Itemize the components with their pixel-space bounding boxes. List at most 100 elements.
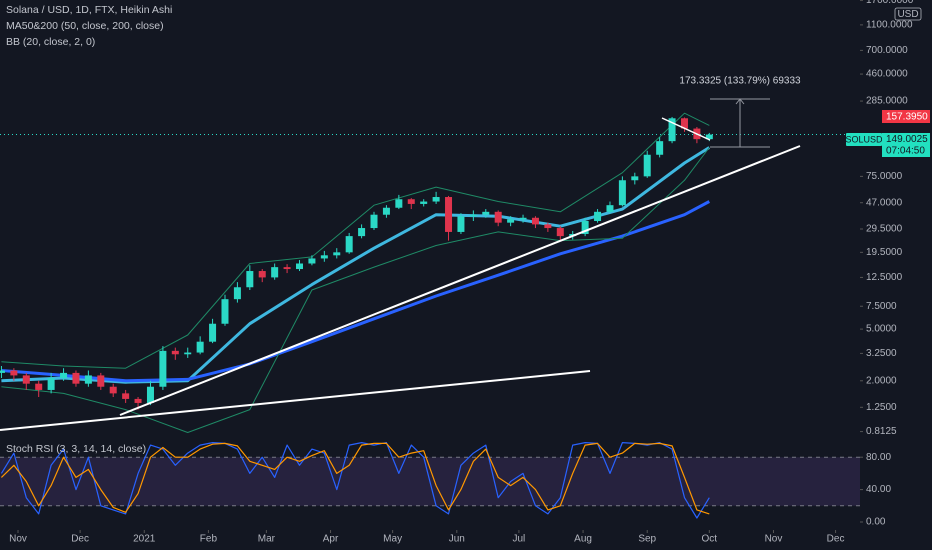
candle-body <box>581 220 589 234</box>
candle-body <box>643 154 651 177</box>
title: Solana / USD, 1D, FTX, Heikin Ashi <box>6 4 172 16</box>
candle-body <box>457 216 465 232</box>
candle-body <box>656 141 664 155</box>
candle-body <box>258 271 266 278</box>
candle-body <box>209 323 217 342</box>
candle-body <box>295 263 303 270</box>
y-tick-label: 19.5000 <box>866 247 903 258</box>
candle-body <box>0 370 5 373</box>
measure-label: 173.3325 (133.79%) 69333 <box>679 76 801 87</box>
x-tick-label: Jun <box>449 534 465 545</box>
last-price-label: 157.3950 <box>886 112 928 123</box>
trend-line <box>119 145 801 416</box>
candle-body <box>221 299 229 324</box>
oscillator-line <box>0 442 710 515</box>
y-tick-label: 3.2500 <box>866 348 897 359</box>
indicator-line <box>1 200 711 383</box>
axis-layer: 1700.0000 1100.0000 700.0000 460.0000 285.00… <box>9 0 930 545</box>
x-tick-label: Dec <box>827 534 845 545</box>
candle-body <box>97 375 105 387</box>
y-tick-label: 47.0000 <box>866 197 903 208</box>
y-tick-label: 1700.0000 <box>866 0 914 6</box>
price-axis <box>860 0 932 550</box>
candle-body <box>705 134 713 140</box>
candle-body <box>333 252 341 256</box>
candle-body <box>246 271 254 288</box>
candle-body <box>507 219 515 223</box>
y-tick-label: 700.0000 <box>866 45 908 56</box>
candle-body <box>283 267 291 270</box>
currency-box <box>894 7 922 21</box>
candle-body <box>668 118 676 142</box>
price-tag <box>882 133 930 157</box>
last-price-tag <box>882 110 930 123</box>
x-tick-label: 2021 <box>133 534 156 545</box>
candle-body <box>271 267 279 278</box>
y-tick-label: 80.00 <box>866 452 891 463</box>
y-tick-label: 29.5000 <box>866 224 903 235</box>
x-tick-label: Nov <box>765 534 783 545</box>
x-tick-label: Oct <box>702 534 718 545</box>
y-tick-label: 1.2500 <box>866 402 897 413</box>
x-tick-label: Apr <box>323 534 339 545</box>
indicator-label: BB (20, close, 2, 0) <box>6 36 95 48</box>
x-tick-label: Sep <box>638 534 656 545</box>
candle-body <box>680 118 688 129</box>
x-tick-label: Nov <box>9 534 27 545</box>
candle-body <box>47 378 55 390</box>
candle-body <box>122 393 130 399</box>
candle-body <box>35 383 43 390</box>
candle-body <box>544 224 552 229</box>
candle-body <box>382 207 390 215</box>
currency: USD <box>897 9 918 20</box>
y-tick-label: 7.5000 <box>866 301 897 312</box>
candle-body <box>631 176 639 181</box>
trend-line <box>661 117 711 141</box>
candle-body <box>109 386 117 394</box>
measure-arrowhead <box>735 98 745 105</box>
candle-body <box>358 228 366 237</box>
candle-body <box>420 201 428 204</box>
x-tick-label: Dec <box>71 534 89 545</box>
candle-body <box>606 205 614 212</box>
candle-body <box>407 199 415 204</box>
candle-body <box>395 199 403 208</box>
y-tick-label: 0.8125 <box>866 426 897 437</box>
candle-body <box>320 255 328 259</box>
x-tick-label: Feb <box>200 534 218 545</box>
candle-body <box>84 375 92 384</box>
y-tick-label: 40.00 <box>866 484 891 495</box>
candle-body <box>171 350 179 355</box>
candle-body <box>345 236 353 253</box>
y-tick-label: 5.0000 <box>866 324 897 335</box>
candle-body <box>432 197 440 202</box>
countdown: 07:04:50 <box>886 146 925 157</box>
y-tick-label: 285.0000 <box>866 96 908 107</box>
indicator-line <box>1 112 710 369</box>
candle-body <box>445 197 453 232</box>
candle-body <box>159 350 167 387</box>
candle-body <box>469 214 477 217</box>
indicator-line <box>1 147 710 433</box>
candle-body <box>72 372 80 384</box>
candle-body <box>134 398 142 403</box>
x-tick-label: Mar <box>258 534 276 545</box>
oscillator-line <box>0 442 710 519</box>
x-tick-label: May <box>383 534 402 545</box>
candle-body <box>22 375 30 384</box>
candle-body <box>184 352 192 355</box>
oscillator-layer <box>0 442 860 519</box>
trend-line <box>0 370 591 431</box>
y-tick-label: 12.5000 <box>866 272 903 283</box>
candle-body <box>618 180 626 206</box>
symbol-tag <box>846 133 882 146</box>
indicator-label: MA50&200 (50, close, 200, close) <box>6 20 164 32</box>
y-tick-label: 1100.0000 <box>866 20 913 31</box>
x-tick-label: Jul <box>512 534 525 545</box>
y-tick-label: 2.0000 <box>866 375 897 386</box>
symbol-price: 149.0025 <box>886 134 928 145</box>
x-tick-label: Aug <box>574 534 592 545</box>
